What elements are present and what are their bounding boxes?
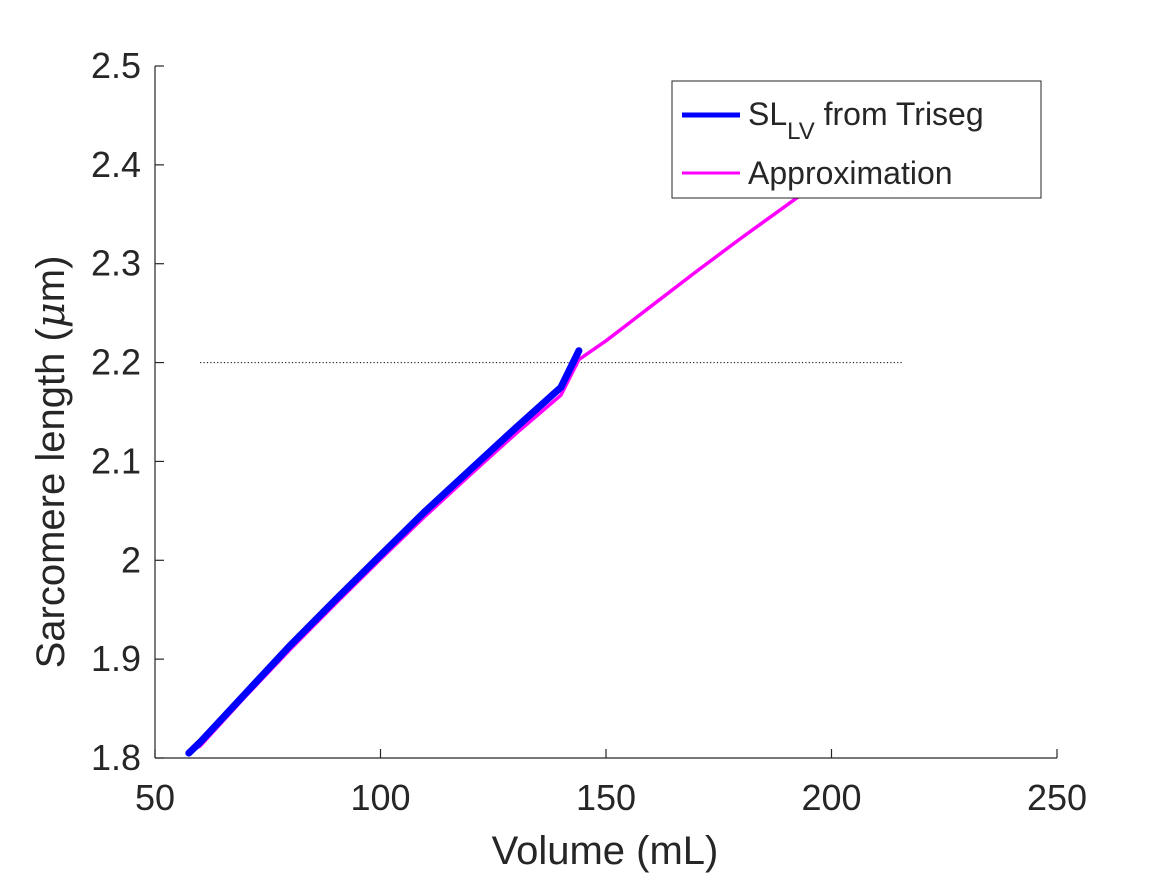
x-axis-ticks: 50 100 150 200 250 xyxy=(135,749,1087,818)
x-tick-label: 200 xyxy=(801,777,861,818)
legend-entry-triseg-main: SL xyxy=(748,96,787,132)
legend-entry-triseg-rest: from Triseg xyxy=(815,96,984,132)
y-tick-label: 2.2 xyxy=(91,342,141,383)
legend: SLLV from Triseg Approximation xyxy=(671,80,1042,199)
legend-entry-triseg: SLLV from Triseg xyxy=(748,96,984,145)
y-axis-label: Sarcomere length (μm) xyxy=(28,256,74,669)
y-axis-label-mu: μ xyxy=(28,302,74,328)
y-tick-label: 2.4 xyxy=(91,144,141,185)
y-tick-label: 1.9 xyxy=(91,638,141,679)
y-tick-label: 2 xyxy=(121,539,141,580)
y-tick-label: 2.5 xyxy=(91,45,141,86)
legend-entry-triseg-sub: LV xyxy=(787,118,815,145)
legend-entry-approximation: Approximation xyxy=(748,155,953,191)
y-tick-label: 2.3 xyxy=(91,243,141,284)
plot-area: 50 100 150 200 250 1.8 1.9 2 2.1 2.2 2.3 2.4 2.5 xyxy=(91,45,1087,818)
series-line-approximation xyxy=(193,120,906,750)
legend-box xyxy=(671,80,1042,199)
x-tick-label: 150 xyxy=(576,777,636,818)
series-layer xyxy=(185,120,906,757)
x-tick-label: 100 xyxy=(350,777,410,818)
y-axis-label-main: Sarcomere length ( xyxy=(29,328,73,669)
x-tick-label: 50 xyxy=(135,777,175,818)
y-axis-label-unit: m) xyxy=(29,256,73,303)
x-tick-label: 250 xyxy=(1027,777,1087,818)
y-tick-label: 1.8 xyxy=(91,737,141,778)
y-axis-ticks: 1.8 1.9 2 2.1 2.2 2.3 2.4 2.5 xyxy=(91,45,164,778)
y-tick-label: 2.1 xyxy=(91,440,141,481)
series-line-triseg xyxy=(185,347,583,757)
x-axis-label: Volume (mL) xyxy=(492,829,719,873)
